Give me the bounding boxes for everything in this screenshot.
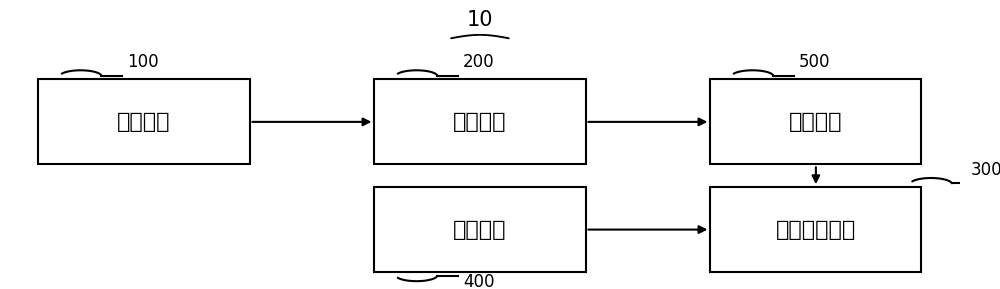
FancyBboxPatch shape: [710, 187, 921, 272]
Text: 200: 200: [463, 53, 495, 71]
Text: 100: 100: [127, 53, 159, 71]
Text: 400: 400: [463, 273, 495, 289]
Text: 10: 10: [467, 10, 493, 30]
Text: 微纳加工装置: 微纳加工装置: [776, 220, 856, 240]
Text: 退火装置: 退火装置: [789, 112, 843, 132]
Text: 溅射装置: 溅射装置: [117, 112, 171, 132]
FancyBboxPatch shape: [710, 79, 921, 164]
FancyBboxPatch shape: [374, 187, 586, 272]
Text: 500: 500: [799, 53, 830, 71]
Text: 测试装置: 测试装置: [453, 220, 507, 240]
FancyBboxPatch shape: [38, 79, 250, 164]
Text: 遮挡装置: 遮挡装置: [453, 112, 507, 132]
FancyBboxPatch shape: [374, 79, 586, 164]
Text: 300: 300: [970, 161, 1000, 179]
